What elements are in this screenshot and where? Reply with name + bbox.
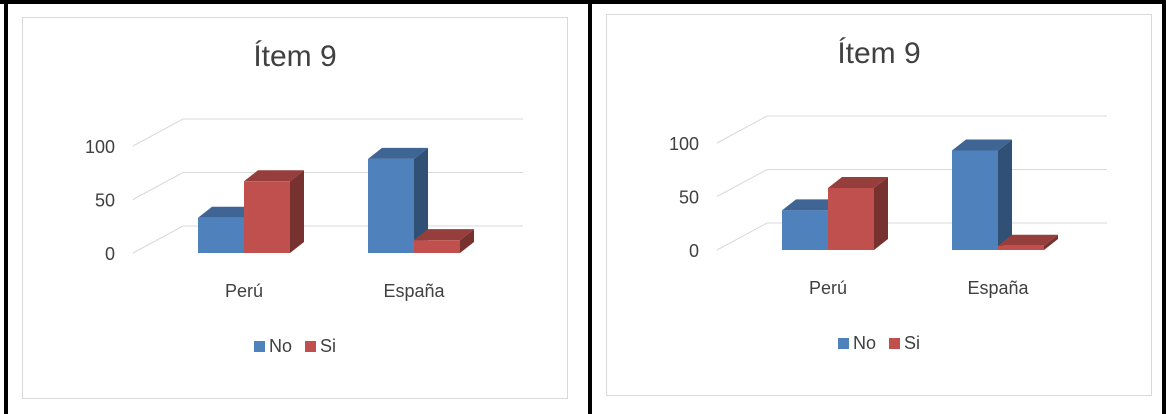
legend-label-si: Si bbox=[904, 333, 921, 353]
bar-top bbox=[828, 176, 888, 188]
y-tick-label: 100 bbox=[85, 137, 115, 157]
legend-item-si: Si bbox=[889, 333, 920, 354]
chart-plot: 0 50 100 Perú España bbox=[669, 115, 1107, 298]
bar-top bbox=[414, 229, 474, 241]
y-tick-label: 50 bbox=[95, 191, 115, 211]
bar-side bbox=[1044, 234, 1058, 250]
bar-si-1 bbox=[998, 245, 1044, 250]
chart-legend: No Si bbox=[23, 336, 567, 357]
bar-side bbox=[414, 147, 428, 253]
bar-no-0 bbox=[198, 217, 244, 253]
bar-side bbox=[460, 229, 474, 253]
bar-side bbox=[874, 176, 888, 250]
legend-label-no: No bbox=[852, 333, 876, 353]
bar-top bbox=[952, 139, 1012, 151]
gridline bbox=[716, 169, 1107, 197]
y-tick-label: 0 bbox=[105, 244, 115, 264]
bar-top bbox=[998, 234, 1058, 246]
x-tick-label: Perú bbox=[225, 281, 263, 301]
bar-top bbox=[782, 199, 842, 211]
chart-legend: No Si bbox=[607, 333, 1151, 354]
bar-top bbox=[368, 147, 428, 159]
legend-swatch-no bbox=[837, 338, 849, 349]
bar-no-0 bbox=[782, 210, 828, 250]
bar-si-0 bbox=[244, 181, 290, 253]
y-tick-label: 0 bbox=[689, 241, 699, 261]
table-cell-right bbox=[592, 4, 1166, 414]
legend-item-no: No bbox=[253, 336, 292, 357]
x-tick-label: España bbox=[383, 281, 445, 301]
legend-swatch-no bbox=[253, 341, 265, 352]
chart-title: Ítem 9 bbox=[837, 37, 921, 70]
chart-item9-left: Ítem 9 0 50 100 Perú España No Si bbox=[22, 17, 568, 399]
legend-label-si: Si bbox=[320, 336, 337, 356]
bar-si-0 bbox=[828, 187, 874, 250]
bar-no-1 bbox=[952, 150, 998, 250]
bar-top bbox=[198, 206, 258, 218]
table-top-border bbox=[0, 0, 1166, 4]
chart-plot: 0 50 100 Perú España bbox=[85, 118, 523, 301]
bar-side bbox=[998, 139, 1012, 250]
table-cell-left bbox=[4, 4, 592, 414]
legend-swatch-si bbox=[889, 338, 900, 349]
x-tick-label: España bbox=[967, 278, 1029, 298]
legend-item-no: No bbox=[837, 333, 876, 354]
x-tick-label: Perú bbox=[809, 278, 847, 298]
gridline bbox=[132, 118, 523, 147]
chart-item9-right: Ítem 9 0 50 100 Perú España No Si bbox=[606, 14, 1152, 396]
legend-swatch-si bbox=[305, 341, 316, 352]
legend-item-si: Si bbox=[305, 336, 336, 357]
gridline bbox=[716, 115, 1107, 144]
bar-top bbox=[244, 170, 304, 182]
chart-title: Ítem 9 bbox=[253, 40, 337, 73]
bar-no-1 bbox=[368, 158, 414, 253]
bar-side bbox=[290, 170, 304, 253]
y-tick-label: 50 bbox=[679, 188, 699, 208]
y-tick-label: 100 bbox=[669, 134, 699, 154]
legend-label-no: No bbox=[268, 336, 292, 356]
bar-si-1 bbox=[414, 240, 460, 253]
gridline bbox=[132, 172, 523, 200]
